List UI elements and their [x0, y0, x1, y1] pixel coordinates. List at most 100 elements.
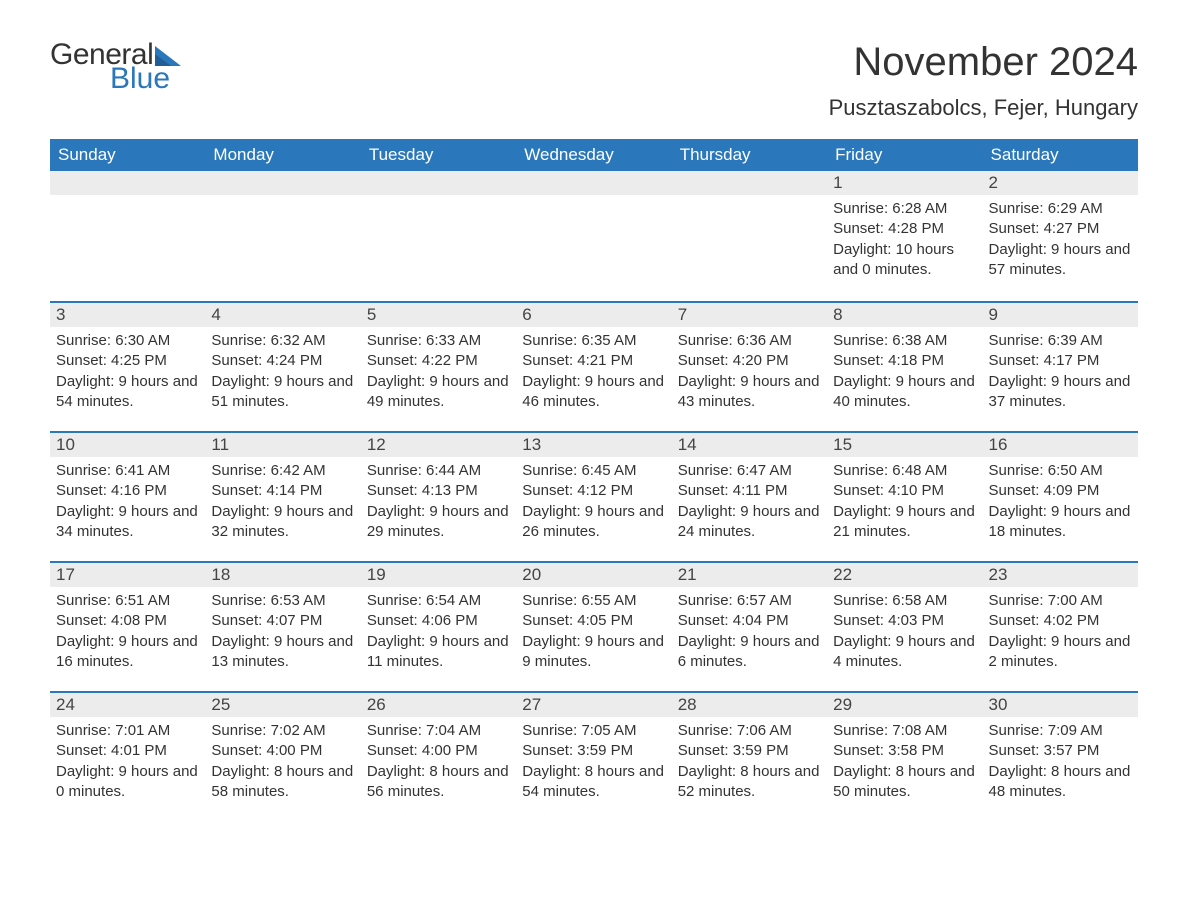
day-details: Sunrise: 6:32 AMSunset: 4:24 PMDaylight:…: [205, 327, 360, 416]
day-number: 10: [50, 433, 205, 457]
calendar-day-cell: 9Sunrise: 6:39 AMSunset: 4:17 PMDaylight…: [983, 301, 1138, 431]
sunrise-text: Sunrise: 6:32 AM: [211, 331, 354, 351]
calendar-day-cell: 14Sunrise: 6:47 AMSunset: 4:11 PMDayligh…: [672, 431, 827, 561]
sunrise-text: Sunrise: 6:50 AM: [989, 461, 1132, 481]
day-number: 29: [827, 693, 982, 717]
day-details: Sunrise: 7:05 AMSunset: 3:59 PMDaylight:…: [516, 717, 671, 806]
calendar-day-cell: 25Sunrise: 7:02 AMSunset: 4:00 PMDayligh…: [205, 691, 360, 821]
sunrise-text: Sunrise: 6:29 AM: [989, 199, 1132, 219]
sunrise-text: Sunrise: 6:47 AM: [678, 461, 821, 481]
daylight-text: Daylight: 9 hours and 11 minutes.: [367, 632, 510, 673]
day-details: Sunrise: 6:47 AMSunset: 4:11 PMDaylight:…: [672, 457, 827, 546]
sunrise-text: Sunrise: 6:39 AM: [989, 331, 1132, 351]
day-details: Sunrise: 7:04 AMSunset: 4:00 PMDaylight:…: [361, 717, 516, 806]
calendar-day-cell: 10Sunrise: 6:41 AMSunset: 4:16 PMDayligh…: [50, 431, 205, 561]
daylight-text: Daylight: 10 hours and 0 minutes.: [833, 240, 976, 281]
day-details: Sunrise: 6:44 AMSunset: 4:13 PMDaylight:…: [361, 457, 516, 546]
sunset-text: Sunset: 4:07 PM: [211, 611, 354, 631]
daylight-text: Daylight: 9 hours and 46 minutes.: [522, 372, 665, 413]
daylight-text: Daylight: 8 hours and 48 minutes.: [989, 762, 1132, 803]
daylight-text: Daylight: 9 hours and 9 minutes.: [522, 632, 665, 673]
sunset-text: Sunset: 3:58 PM: [833, 741, 976, 761]
day-number: 5: [361, 303, 516, 327]
calendar-day-cell: 22Sunrise: 6:58 AMSunset: 4:03 PMDayligh…: [827, 561, 982, 691]
daylight-text: Daylight: 8 hours and 52 minutes.: [678, 762, 821, 803]
sunrise-text: Sunrise: 6:38 AM: [833, 331, 976, 351]
daylight-text: Daylight: 9 hours and 6 minutes.: [678, 632, 821, 673]
sunrise-text: Sunrise: 7:09 AM: [989, 721, 1132, 741]
calendar-week-row: 3Sunrise: 6:30 AMSunset: 4:25 PMDaylight…: [50, 301, 1138, 431]
day-number: 25: [205, 693, 360, 717]
daylight-text: Daylight: 9 hours and 51 minutes.: [211, 372, 354, 413]
sunrise-text: Sunrise: 7:06 AM: [678, 721, 821, 741]
dow-wednesday: Wednesday: [516, 139, 671, 171]
daylight-text: Daylight: 9 hours and 24 minutes.: [678, 502, 821, 543]
day-details: Sunrise: 7:01 AMSunset: 4:01 PMDaylight:…: [50, 717, 205, 806]
calendar-day-cell: 23Sunrise: 7:00 AMSunset: 4:02 PMDayligh…: [983, 561, 1138, 691]
day-details: Sunrise: 7:06 AMSunset: 3:59 PMDaylight:…: [672, 717, 827, 806]
calendar-week-row: 10Sunrise: 6:41 AMSunset: 4:16 PMDayligh…: [50, 431, 1138, 561]
dow-thursday: Thursday: [672, 139, 827, 171]
sunset-text: Sunset: 4:09 PM: [989, 481, 1132, 501]
dow-sunday: Sunday: [50, 139, 205, 171]
day-details: Sunrise: 6:48 AMSunset: 4:10 PMDaylight:…: [827, 457, 982, 546]
calendar-day-cell: 30 Sunrise: 7:09 AMSunset: 3:57 PMDayligh…: [983, 691, 1138, 821]
sunset-text: Sunset: 4:01 PM: [56, 741, 199, 761]
day-number: 9: [983, 303, 1138, 327]
sunrise-text: Sunrise: 6:36 AM: [678, 331, 821, 351]
day-number: 21: [672, 563, 827, 587]
sunset-text: Sunset: 4:10 PM: [833, 481, 976, 501]
day-number: 15: [827, 433, 982, 457]
daylight-text: Daylight: 9 hours and 29 minutes.: [367, 502, 510, 543]
daylight-text: Daylight: 9 hours and 18 minutes.: [989, 502, 1132, 543]
dow-tuesday: Tuesday: [361, 139, 516, 171]
day-details: Sunrise: 7:08 AMSunset: 3:58 PMDaylight:…: [827, 717, 982, 806]
sunrise-text: Sunrise: 6:44 AM: [367, 461, 510, 481]
calendar-day-cell: 4Sunrise: 6:32 AMSunset: 4:24 PMDaylight…: [205, 301, 360, 431]
calendar-day-cell: 8Sunrise: 6:38 AMSunset: 4:18 PMDaylight…: [827, 301, 982, 431]
daylight-text: Daylight: 9 hours and 49 minutes.: [367, 372, 510, 413]
day-details: Sunrise: 6:38 AMSunset: 4:18 PMDaylight:…: [827, 327, 982, 416]
daylight-text: Daylight: 9 hours and 16 minutes.: [56, 632, 199, 673]
daylight-text: Daylight: 8 hours and 56 minutes.: [367, 762, 510, 803]
sunrise-text: Sunrise: 6:57 AM: [678, 591, 821, 611]
dow-monday: Monday: [205, 139, 360, 171]
sunset-text: Sunset: 4:00 PM: [211, 741, 354, 761]
calendar-day-cell: 24Sunrise: 7:01 AMSunset: 4:01 PMDayligh…: [50, 691, 205, 821]
sunset-text: Sunset: 4:08 PM: [56, 611, 199, 631]
day-number: 27: [516, 693, 671, 717]
day-number: 4: [205, 303, 360, 327]
day-details: Sunrise: 6:36 AMSunset: 4:20 PMDaylight:…: [672, 327, 827, 416]
sunrise-text: Sunrise: 6:58 AM: [833, 591, 976, 611]
sunset-text: Sunset: 4:28 PM: [833, 219, 976, 239]
sunset-text: Sunset: 4:22 PM: [367, 351, 510, 371]
day-details: Sunrise: 6:54 AMSunset: 4:06 PMDaylight:…: [361, 587, 516, 676]
daylight-text: Daylight: 9 hours and 4 minutes.: [833, 632, 976, 673]
day-number: 22: [827, 563, 982, 587]
daylight-text: Daylight: 9 hours and 34 minutes.: [56, 502, 199, 543]
day-number: 2: [983, 171, 1138, 195]
day-details: Sunrise: 6:28 AMSunset: 4:28 PMDaylight:…: [827, 195, 982, 284]
calendar-day-cell: 27Sunrise: 7:05 AMSunset: 3:59 PMDayligh…: [516, 691, 671, 821]
day-number: 18: [205, 563, 360, 587]
sunset-text: Sunset: 3:57 PM: [989, 741, 1132, 761]
day-number: 3: [50, 303, 205, 327]
sunrise-text: Sunrise: 7:00 AM: [989, 591, 1132, 611]
header-region: General Blue November 2024 Pusztaszabolc…: [50, 40, 1138, 121]
day-number: 30: [983, 693, 1138, 717]
sunset-text: Sunset: 4:02 PM: [989, 611, 1132, 631]
day-details: Sunrise: 6:53 AMSunset: 4:07 PMDaylight:…: [205, 587, 360, 676]
day-number: 26: [361, 693, 516, 717]
day-number: 23: [983, 563, 1138, 587]
month-title: November 2024: [829, 40, 1138, 85]
day-number: 24: [50, 693, 205, 717]
daylight-text: Daylight: 9 hours and 0 minutes.: [56, 762, 199, 803]
sunrise-text: Sunrise: 6:42 AM: [211, 461, 354, 481]
day-number: 16: [983, 433, 1138, 457]
calendar-day-cell: 21 Sunrise: 6:57 AMSunset: 4:04 PMDayligh…: [672, 561, 827, 691]
sunset-text: Sunset: 4:04 PM: [678, 611, 821, 631]
calendar-table: Sunday Monday Tuesday Wednesday Thursday…: [50, 139, 1138, 821]
day-number: 7: [672, 303, 827, 327]
calendar-day-cell: 28Sunrise: 7:06 AMSunset: 3:59 PMDayligh…: [672, 691, 827, 821]
calendar-day-cell: 2Sunrise: 6:29 AMSunset: 4:27 PMDaylight…: [983, 171, 1138, 301]
